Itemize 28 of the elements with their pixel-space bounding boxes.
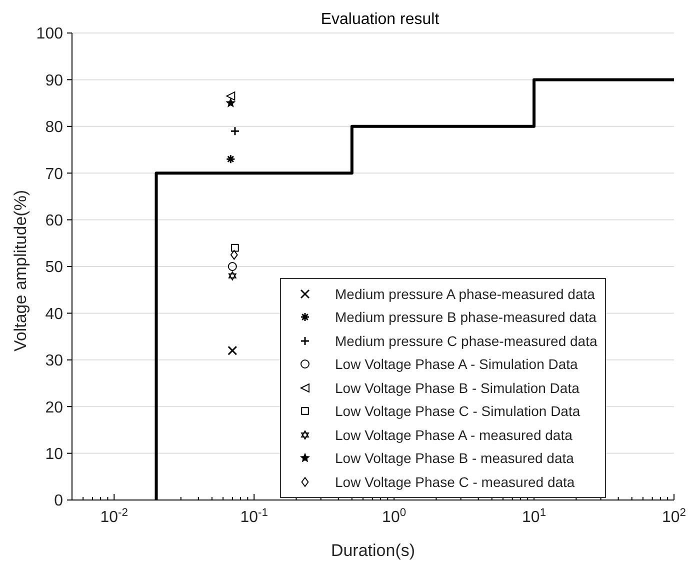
legend-label: Low Voltage Phase C - Simulation Data bbox=[335, 403, 580, 420]
legend-label: Medium pressure C phase-measured data bbox=[335, 332, 598, 349]
x-tick-label: 10$^{2}$ bbox=[662, 507, 686, 526]
y-tick-label: 50 bbox=[45, 259, 64, 276]
y-tick-label: 100 bbox=[36, 26, 64, 43]
y-tick-label: 0 bbox=[54, 492, 64, 510]
x-tick-label: 10$^{0}$ bbox=[382, 507, 406, 526]
legend-label: Medium pressure B phase-measured data bbox=[335, 309, 596, 326]
y-tick-label: 20 bbox=[45, 399, 64, 416]
legend-label: Low Voltage Phase B - measured data bbox=[335, 450, 574, 466]
chart-title: Evaluation result bbox=[320, 11, 440, 28]
legend-label: Low Voltage Phase A - measured data bbox=[335, 426, 572, 443]
y-tick-label: 10 bbox=[45, 446, 64, 463]
legend-label: Low Voltage Phase A - Simulation Data bbox=[335, 356, 578, 372]
y-tick-label: 60 bbox=[45, 212, 64, 230]
x-tick-label: 10$^{1}$ bbox=[522, 507, 546, 526]
x-tick-label: 10$^{-2}$ bbox=[100, 507, 128, 526]
y-tick-label: 40 bbox=[45, 306, 64, 323]
legend-label: Low Voltage Phase C - measured data bbox=[335, 474, 575, 490]
legend-label: Low Voltage Phase B - Simulation Data bbox=[335, 380, 580, 396]
x-axis-title: Duration(s) bbox=[330, 541, 416, 560]
y-tick-label: 80 bbox=[45, 119, 64, 136]
y-tick-label: 70 bbox=[45, 166, 64, 183]
y-tick-label: 30 bbox=[45, 352, 64, 370]
x-tick-label: 10$^{-1}$ bbox=[240, 507, 268, 526]
y-tick-label: 90 bbox=[45, 72, 64, 90]
y-axis-title: Voltage amplitude(%) bbox=[11, 190, 30, 352]
legend-label: Medium pressure A phase-measured data bbox=[335, 286, 595, 302]
